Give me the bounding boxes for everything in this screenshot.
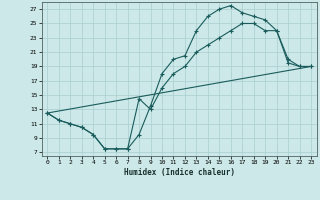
X-axis label: Humidex (Indice chaleur): Humidex (Indice chaleur): [124, 168, 235, 177]
